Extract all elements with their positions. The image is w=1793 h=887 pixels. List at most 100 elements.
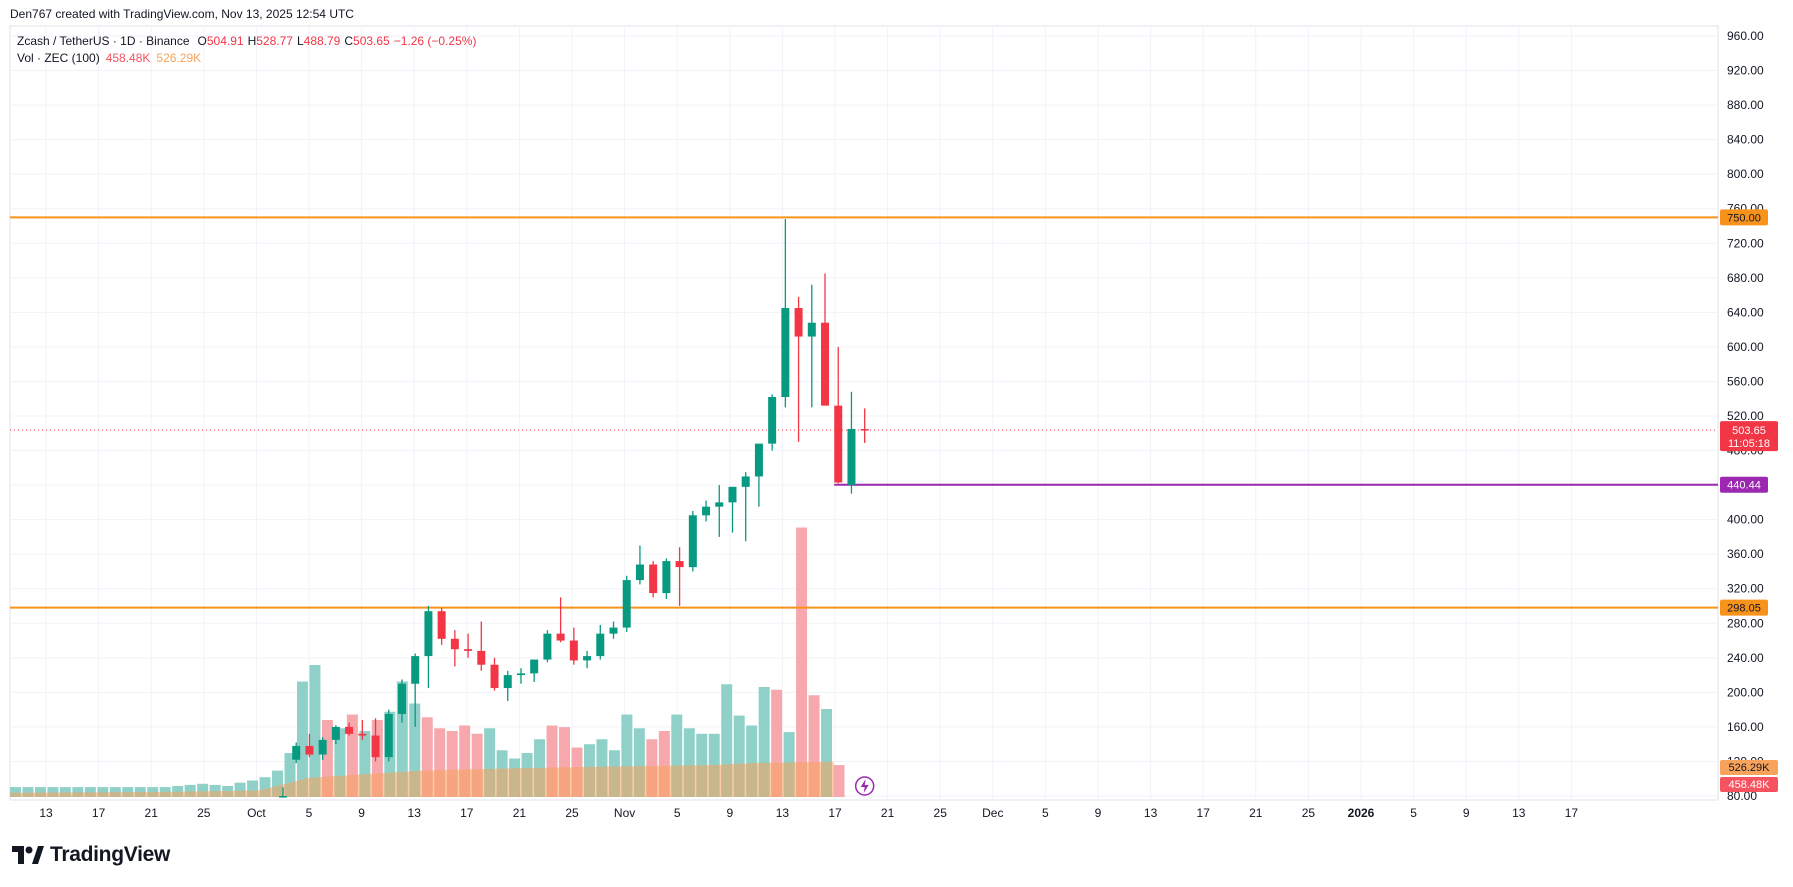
candle[interactable] <box>464 633 473 658</box>
volume-bar <box>484 728 496 797</box>
y-tick-label: 640.00 <box>1727 305 1764 319</box>
candle[interactable] <box>596 625 605 660</box>
candle[interactable] <box>516 668 525 684</box>
candle[interactable] <box>688 511 697 572</box>
x-tick-label: 5 <box>1042 806 1049 820</box>
volume-legend: Vol · ZEC (100) 458.48K 526.29K <box>17 50 476 67</box>
candle[interactable] <box>424 606 433 689</box>
tradingview-logo[interactable]: TradingView <box>12 843 170 867</box>
candle-body <box>834 405 843 483</box>
candle[interactable] <box>662 558 671 600</box>
candle-body <box>794 308 803 337</box>
candle[interactable] <box>358 720 367 740</box>
candle-body <box>464 649 473 651</box>
candle[interactable] <box>675 547 684 606</box>
candle[interactable] <box>781 219 790 408</box>
candle[interactable] <box>741 472 750 542</box>
volume-value-tag-label: 458.48K <box>1729 779 1771 791</box>
candle-body <box>741 476 750 487</box>
candle[interactable] <box>279 787 287 798</box>
volume-bar <box>621 714 633 797</box>
x-tick-label: 13 <box>408 806 422 820</box>
candle-body <box>437 611 446 639</box>
candle[interactable] <box>556 597 565 643</box>
candle[interactable] <box>530 659 539 682</box>
x-tick-label: 25 <box>1302 806 1316 820</box>
volume-ma-tag-label: 526.29K <box>1729 762 1771 774</box>
candle[interactable] <box>305 733 314 758</box>
candle-body <box>331 726 340 740</box>
candle-body <box>411 656 420 684</box>
candle[interactable] <box>583 650 592 669</box>
candle-body <box>450 638 459 650</box>
volume-bar <box>421 717 433 797</box>
candle-body <box>490 664 499 689</box>
candle[interactable] <box>345 722 354 736</box>
candle[interactable] <box>331 725 340 745</box>
candle[interactable] <box>609 621 618 639</box>
candle[interactable] <box>622 575 631 632</box>
candle[interactable] <box>477 621 486 671</box>
candle[interactable] <box>649 561 658 598</box>
close-value: 503.65 <box>353 34 390 48</box>
candle[interactable] <box>860 408 869 443</box>
candle[interactable] <box>397 679 406 723</box>
volume-bar <box>134 787 146 797</box>
candle-body <box>635 564 644 581</box>
candle[interactable] <box>768 394 777 451</box>
candle[interactable] <box>728 486 737 533</box>
x-tick-label: 9 <box>358 806 365 820</box>
candle[interactable] <box>834 346 843 484</box>
y-tick-label: 520.00 <box>1727 409 1764 423</box>
volume-value: 458.48K <box>105 51 151 65</box>
volume-bar <box>746 725 758 797</box>
candle[interactable] <box>384 709 393 762</box>
lightning-bolt <box>860 779 869 793</box>
volume-bar <box>59 787 71 797</box>
candle[interactable] <box>635 545 644 585</box>
candle[interactable] <box>318 737 327 760</box>
candle[interactable] <box>715 485 724 537</box>
x-tick-label: 17 <box>1565 806 1579 820</box>
candle[interactable] <box>754 443 763 507</box>
candle[interactable] <box>807 284 816 408</box>
volume-bar <box>184 784 196 797</box>
candle[interactable] <box>702 500 711 522</box>
volume-bar <box>72 787 84 797</box>
plot-area[interactable] <box>9 25 1719 801</box>
volume-ma-area <box>10 761 834 797</box>
volume-title[interactable]: Vol · ZEC (100) <box>17 51 100 65</box>
candle[interactable] <box>543 630 552 663</box>
candle[interactable] <box>437 607 446 645</box>
candle-body <box>609 627 618 634</box>
last-price-label: 503.65 <box>1732 425 1766 437</box>
candle[interactable] <box>490 657 499 691</box>
candle[interactable] <box>569 627 578 665</box>
volume-series <box>10 527 845 797</box>
candle[interactable] <box>794 296 803 442</box>
y-tick-label: 400.00 <box>1727 513 1764 527</box>
y-tick-label: 800.00 <box>1727 167 1764 181</box>
symbol-title[interactable]: Zcash / TetherUS · 1D · Binance <box>17 34 190 48</box>
candle[interactable] <box>503 670 512 701</box>
candle[interactable] <box>411 653 420 727</box>
high-label: H <box>247 34 257 48</box>
candle[interactable] <box>821 273 830 406</box>
y-tick-label: 600.00 <box>1727 340 1764 354</box>
candle-body <box>516 673 525 676</box>
candle[interactable] <box>371 718 380 762</box>
volume-bar <box>683 728 695 797</box>
x-tick-label: 25 <box>565 806 579 820</box>
candle-body <box>688 515 697 568</box>
lightning-event-icon[interactable] <box>854 776 875 796</box>
y-tick-label: 280.00 <box>1727 616 1764 630</box>
candle-body <box>397 683 406 714</box>
candle[interactable] <box>450 630 459 667</box>
candle-body <box>358 733 367 736</box>
candle[interactable] <box>292 742 301 764</box>
candle[interactable] <box>847 391 856 494</box>
high-value: 528.77 <box>256 34 293 48</box>
candle-body <box>477 650 486 665</box>
volume-bar <box>334 728 346 797</box>
